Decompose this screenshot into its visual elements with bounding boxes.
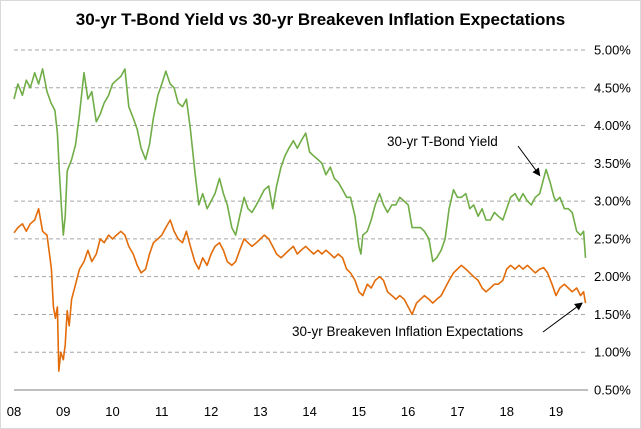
x-tick-label: 19 bbox=[549, 404, 563, 419]
annotation-breakeven: 30-yr Breakeven Inflation Expectations bbox=[292, 324, 523, 339]
annotation-yield: 30-yr T-Bond Yield bbox=[387, 134, 498, 149]
y-tick-label: 3.50% bbox=[594, 156, 631, 171]
chart-title: 30-yr T-Bond Yield vs 30-yr Breakeven In… bbox=[75, 10, 566, 29]
x-tick-label: 10 bbox=[105, 404, 119, 419]
x-tick-label: 14 bbox=[302, 404, 316, 419]
y-tick-labels: 0.50% 1.00% 1.50% 2.00% 2.50% 3.00% 3.50% 4.00%… bbox=[594, 43, 631, 398]
series-line-breakeven bbox=[13, 207, 587, 372]
x-tick-label: 18 bbox=[499, 404, 513, 419]
series-line-yield bbox=[13, 68, 587, 263]
annotation-arrow-yield bbox=[517, 145, 541, 177]
y-tick-label: 0.50% bbox=[594, 383, 631, 398]
x-tick-label: 11 bbox=[155, 404, 169, 419]
y-tick-label: 1.50% bbox=[594, 307, 631, 322]
annotation-arrow-breakeven bbox=[542, 302, 583, 333]
y-tick-label: 1.00% bbox=[594, 345, 631, 360]
y-tick-label: 5.00% bbox=[594, 43, 631, 58]
x-tick-label: 09 bbox=[56, 404, 70, 419]
x-tick-label: 17 bbox=[450, 404, 464, 419]
y-tick-label: 2.50% bbox=[594, 231, 631, 246]
gridlines bbox=[14, 49, 588, 353]
x-tick-label: 12 bbox=[204, 404, 218, 419]
x-tick-label: 08 bbox=[7, 404, 21, 419]
annotations: 30-yr T-Bond Yield 30-yr Breakeven Inflat… bbox=[292, 134, 583, 339]
x-tick-label: 13 bbox=[253, 404, 267, 419]
y-tick-label: 4.50% bbox=[594, 80, 631, 95]
x-tick-label: 16 bbox=[401, 404, 415, 419]
y-tick-label: 3.00% bbox=[594, 194, 631, 209]
y-tick-label: 2.00% bbox=[594, 269, 631, 284]
series-lines bbox=[13, 68, 587, 372]
x-tick-labels: 08 09 10 11 12 13 14 15 16 17 18 19 bbox=[7, 404, 563, 419]
x-tick-label: 15 bbox=[352, 404, 366, 419]
y-tick-label: 4.00% bbox=[594, 118, 631, 133]
